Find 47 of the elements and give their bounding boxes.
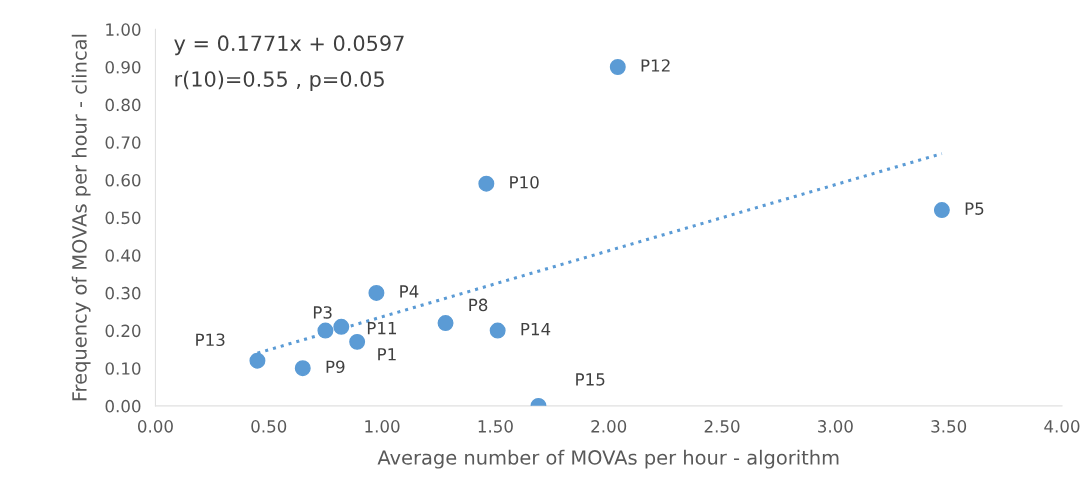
y-tick-label: 0.30	[105, 286, 141, 300]
point	[437, 315, 454, 332]
annotation: P15	[576, 373, 605, 386]
y-tick-label: 0.10	[105, 362, 141, 375]
x-tick-label: 2.50	[704, 420, 740, 433]
x-tick-label: 0.00	[137, 420, 173, 433]
x-tick-label: 3.50	[931, 420, 967, 433]
point	[333, 318, 350, 335]
y-tick-label: 0.50	[105, 211, 141, 225]
x-axis-title: Average number of MOVAs per hour - algorithm	[377, 449, 839, 469]
annotation: P5	[965, 202, 984, 215]
point	[489, 322, 506, 339]
x-tick-label: 3.00	[818, 420, 853, 433]
y-tick-label: 0.40	[105, 249, 141, 262]
y-tick-label: 0.90	[105, 60, 141, 74]
y-tick-label: 0.80	[105, 98, 141, 112]
x-tick-label: 0.50	[251, 420, 287, 433]
annotation: P1	[378, 348, 396, 361]
point	[478, 175, 495, 192]
x-tick-label: 1.00	[365, 420, 400, 433]
annotation: P8	[469, 298, 488, 312]
annotation: P10	[510, 175, 539, 189]
y-tick-label: 1.00	[106, 23, 141, 36]
point	[249, 352, 266, 369]
x-tick-label: 4.00	[1044, 420, 1080, 433]
annotation: P4	[400, 285, 419, 298]
annotation: r(10)=0.55 , p=0.05	[175, 70, 384, 91]
y-tick-label: 0.60	[105, 173, 141, 187]
y-axis-title: Frequency of MOVAs per hour - clincal	[71, 34, 91, 401]
annotation: P9	[326, 360, 345, 374]
annotation: P14	[521, 323, 551, 336]
point	[368, 284, 385, 301]
x-tick-label: 2.00	[591, 420, 627, 433]
point	[349, 333, 366, 350]
y-tick-label: 0.70	[105, 136, 141, 149]
point	[609, 59, 626, 75]
annotation: P12	[641, 59, 670, 72]
y-tick-label: 0.20	[105, 324, 141, 338]
y-tick-label: 0.00	[105, 399, 141, 413]
annotation: y = 0.1771x + 0.0597	[174, 35, 404, 56]
annotation: P3	[313, 306, 332, 319]
point	[317, 322, 334, 339]
annotation: P11	[367, 322, 396, 335]
point	[933, 202, 950, 219]
point	[294, 360, 311, 377]
annotation: P13	[196, 333, 225, 347]
x-tick-label: 1.50	[478, 420, 513, 433]
